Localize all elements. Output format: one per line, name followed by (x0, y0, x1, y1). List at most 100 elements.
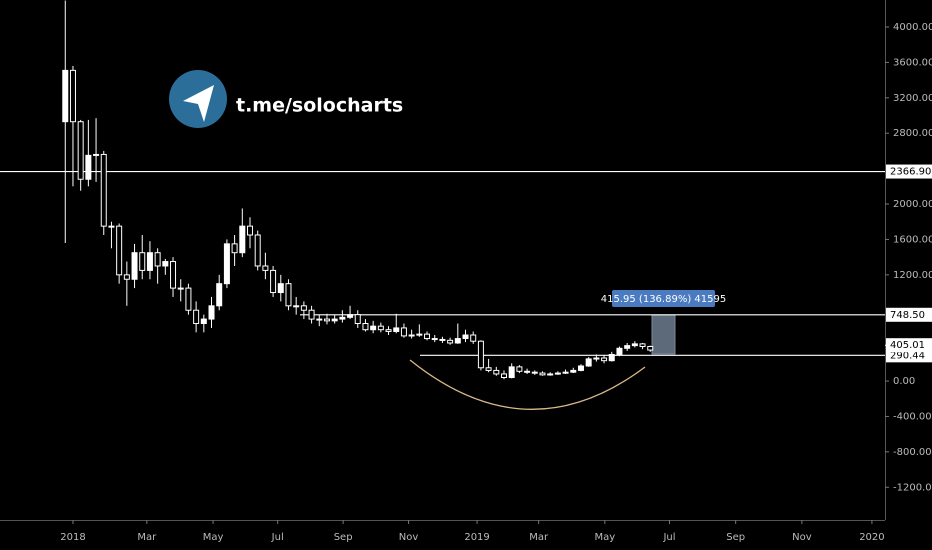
candle-body (539, 372, 546, 376)
candle-body (362, 323, 369, 331)
y-tick-label: 3200.00 (893, 93, 932, 104)
candle-body (62, 69, 69, 123)
y-tick-label: -800.00 (893, 447, 932, 458)
candle-body (454, 338, 461, 344)
x-tick-label: Nov (399, 532, 419, 543)
candle-body (69, 69, 76, 123)
last-price-label: 405.01 (890, 340, 925, 351)
candle-body (146, 252, 153, 271)
candle-body (577, 365, 584, 371)
candle-body (139, 252, 146, 271)
x-tick-label: Sep (334, 532, 353, 543)
x-tick-label: Nov (792, 532, 812, 543)
candle-body (531, 371, 538, 374)
x-tick-label: May (203, 532, 224, 543)
x-tick-label: Jul (271, 532, 284, 543)
candle-body (393, 327, 400, 332)
level-label-box (886, 164, 932, 179)
candle-body (208, 305, 215, 320)
x-tick-label: 2019 (464, 532, 489, 543)
candle-body (347, 314, 354, 318)
candle-body (400, 327, 407, 337)
candle-body (593, 357, 600, 360)
y-tick-label: 2800.00 (893, 128, 932, 139)
candle-body (316, 318, 323, 321)
candle-body (554, 372, 561, 375)
candle-body (447, 339, 454, 344)
level-label: 748.50 (890, 310, 925, 321)
candle-body (323, 318, 330, 322)
candle-body (300, 305, 307, 311)
candle-body (231, 243, 238, 254)
y-tick-label: 0.00 (893, 376, 915, 387)
y-tick-label: 1200.00 (893, 270, 932, 281)
candle-body (223, 243, 230, 285)
candle-body (177, 287, 184, 290)
candle-body (162, 261, 169, 267)
candle-body (123, 274, 130, 280)
candle-body (308, 309, 315, 320)
candle-body (262, 265, 269, 271)
measure-label: 415.95 (136.89%) 41595 (601, 294, 726, 305)
logo-plane (183, 85, 214, 122)
y-tick-label: 4000.00 (893, 22, 932, 33)
level-label: 290.44 (890, 350, 925, 361)
candle-body (500, 373, 507, 378)
candle-body (370, 325, 377, 331)
measure-label-box (612, 290, 715, 307)
candle-body (377, 325, 384, 331)
x-tick-label: May (594, 532, 615, 543)
candle-body (293, 305, 300, 308)
candle-body (608, 353, 615, 362)
candle-body (616, 347, 623, 355)
candle-body (108, 225, 115, 228)
candle-body (508, 366, 515, 378)
y-tick-label: 1600.00 (893, 234, 932, 245)
candle-body (385, 329, 392, 332)
logo-text: t.me/solocharts (236, 95, 403, 117)
x-tick-label: Mar (529, 532, 549, 543)
candle-body (470, 334, 477, 342)
y-tick-label: -400.00 (893, 411, 932, 422)
candle-body (200, 318, 207, 325)
candle-body (77, 121, 84, 180)
candle-body (647, 346, 654, 351)
candle-body (246, 225, 253, 236)
x-tick-label: 2018 (60, 532, 85, 543)
candle-body (408, 334, 415, 337)
candle-body (624, 345, 631, 349)
level-label: 2366.90 (890, 167, 931, 178)
candle-body (493, 369, 500, 375)
candle-body (547, 373, 554, 376)
candle-body (562, 371, 569, 374)
last-price-box (886, 338, 932, 353)
y-tick-label: -1200.00 (893, 482, 932, 493)
candle-body (601, 357, 608, 362)
candle-body (185, 287, 192, 311)
candle-body (639, 343, 646, 348)
candle-body (93, 153, 100, 156)
x-tick-label: Mar (137, 532, 157, 543)
level-label-box (886, 307, 932, 322)
candle-body (285, 283, 292, 307)
candle-body (339, 316, 346, 320)
candle-body (270, 269, 277, 294)
x-tick-label: Sep (726, 532, 745, 543)
candle-body (170, 261, 177, 289)
candle-body (439, 338, 446, 341)
candle-body (431, 338, 438, 341)
candle-body (477, 340, 484, 369)
candle-body (116, 225, 123, 276)
candle-body (85, 154, 92, 180)
candle-body (585, 358, 592, 367)
candle-body (239, 225, 246, 254)
candle-body (516, 366, 523, 372)
candle-body (524, 370, 531, 373)
candle-body (416, 333, 423, 336)
x-tick-label: Jul (662, 532, 675, 543)
candle-body (485, 367, 492, 371)
y-tick-label: 3600.00 (893, 57, 932, 68)
candle-body (354, 314, 361, 325)
